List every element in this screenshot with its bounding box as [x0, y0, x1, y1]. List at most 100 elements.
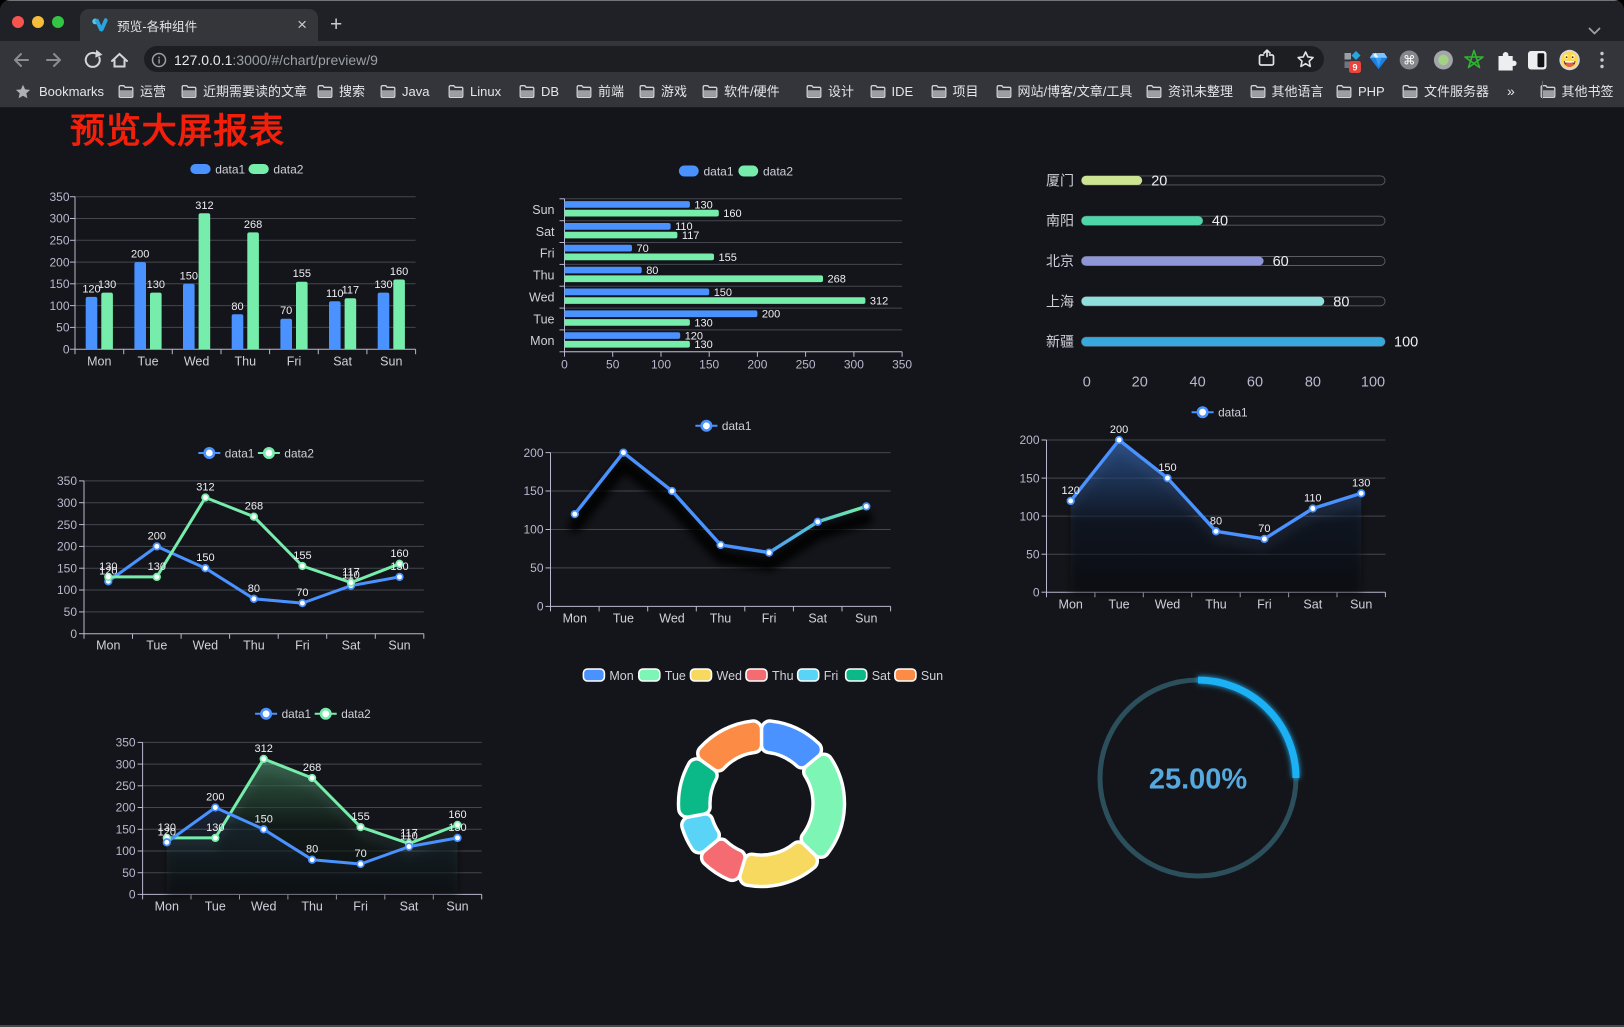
- svg-text:Sun: Sun: [380, 355, 402, 369]
- svg-text:60: 60: [1273, 254, 1289, 270]
- svg-text:130: 130: [390, 561, 408, 573]
- svg-text:200: 200: [523, 446, 543, 460]
- svg-text:150: 150: [255, 813, 273, 825]
- svg-text:150: 150: [523, 484, 543, 498]
- svg-text:155: 155: [293, 268, 311, 280]
- svg-text:200: 200: [1019, 433, 1039, 447]
- svg-text:200: 200: [148, 530, 166, 542]
- svg-text:268: 268: [244, 219, 262, 231]
- svg-text:155: 155: [719, 252, 737, 264]
- svg-text:0: 0: [129, 888, 136, 902]
- svg-text:130: 130: [158, 822, 176, 834]
- svg-text:50: 50: [122, 866, 136, 880]
- svg-text:127.0.0.1:3000/#/chart/preview: 127.0.0.1:3000/#/chart/preview/9: [174, 52, 378, 68]
- svg-text:Fri: Fri: [295, 639, 310, 653]
- svg-text:250: 250: [57, 518, 77, 532]
- svg-text:150: 150: [699, 358, 719, 372]
- svg-text:100: 100: [57, 583, 77, 597]
- svg-text:Sat: Sat: [342, 639, 361, 653]
- svg-text:50: 50: [1026, 547, 1040, 561]
- svg-text:250: 250: [796, 358, 816, 372]
- svg-text:150: 150: [196, 552, 214, 564]
- svg-text:25.00%: 25.00%: [1149, 764, 1248, 796]
- svg-text:Thu: Thu: [235, 355, 257, 369]
- svg-text:80: 80: [231, 301, 243, 313]
- svg-text:Tue: Tue: [137, 355, 158, 369]
- svg-text:北京: 北京: [1046, 253, 1074, 269]
- svg-text:50: 50: [530, 561, 544, 575]
- svg-text:130: 130: [99, 561, 117, 573]
- svg-text:⌘: ⌘: [1403, 54, 1416, 68]
- svg-text:Tue: Tue: [613, 612, 634, 626]
- svg-text:200: 200: [49, 255, 69, 269]
- svg-text:130: 130: [694, 339, 712, 351]
- svg-text:120: 120: [1062, 485, 1080, 497]
- svg-text:130: 130: [148, 561, 166, 573]
- svg-text:268: 268: [828, 274, 846, 286]
- svg-text:Fri: Fri: [353, 900, 368, 914]
- svg-text:150: 150: [180, 270, 198, 282]
- svg-text:312: 312: [195, 200, 213, 212]
- svg-text:Sat: Sat: [333, 355, 352, 369]
- svg-text:200: 200: [131, 249, 149, 261]
- svg-text:200: 200: [206, 792, 224, 804]
- svg-text:80: 80: [1305, 375, 1321, 391]
- svg-text:150: 150: [57, 561, 77, 575]
- svg-text:Fri: Fri: [287, 355, 302, 369]
- svg-text:data1: data1: [225, 446, 255, 460]
- svg-text:60: 60: [1247, 375, 1263, 391]
- svg-text:80: 80: [306, 844, 318, 856]
- svg-text:9: 9: [1352, 63, 1357, 73]
- svg-text:150: 150: [714, 287, 732, 299]
- svg-text:Sat: Sat: [808, 612, 827, 626]
- svg-text:Mon: Mon: [87, 355, 111, 369]
- svg-text:Wed: Wed: [193, 639, 219, 653]
- svg-text:100: 100: [49, 299, 69, 313]
- svg-text:117: 117: [400, 828, 418, 840]
- svg-text:155: 155: [351, 811, 369, 823]
- svg-text:100: 100: [523, 523, 543, 537]
- svg-text:100: 100: [1394, 335, 1418, 351]
- svg-text:312: 312: [196, 482, 214, 494]
- svg-text:Sun: Sun: [388, 639, 410, 653]
- svg-text:350: 350: [892, 358, 912, 372]
- svg-text:Fri: Fri: [762, 612, 777, 626]
- svg-text:80: 80: [1333, 294, 1349, 310]
- svg-text:130: 130: [448, 822, 466, 834]
- svg-text:data1: data1: [1218, 406, 1248, 420]
- svg-text:120: 120: [158, 826, 176, 838]
- svg-text:Sun: Sun: [921, 669, 943, 683]
- svg-text:268: 268: [245, 501, 263, 513]
- svg-text:Thu: Thu: [243, 639, 265, 653]
- svg-text:0: 0: [561, 358, 568, 372]
- svg-text:300: 300: [844, 358, 864, 372]
- svg-text:200: 200: [116, 801, 136, 815]
- svg-text:Wed: Wed: [529, 291, 555, 305]
- svg-text:70: 70: [1258, 523, 1270, 535]
- svg-text:70: 70: [354, 848, 366, 860]
- svg-text:Tue: Tue: [1109, 598, 1130, 612]
- svg-text:20: 20: [1151, 173, 1167, 189]
- svg-text:110: 110: [342, 570, 360, 582]
- svg-text:data2: data2: [273, 162, 303, 176]
- svg-text:Sun: Sun: [532, 203, 554, 217]
- svg-text:117: 117: [342, 567, 360, 579]
- svg-text:70: 70: [637, 243, 649, 255]
- svg-text:Tue: Tue: [205, 900, 226, 914]
- svg-text:南阳: 南阳: [1046, 213, 1074, 229]
- svg-text:130: 130: [374, 279, 392, 291]
- svg-text:200: 200: [1110, 424, 1128, 436]
- svg-text:Thu: Thu: [1205, 598, 1227, 612]
- svg-text:160: 160: [390, 266, 408, 278]
- svg-text:110: 110: [675, 221, 693, 233]
- svg-text:Fri: Fri: [824, 669, 839, 683]
- svg-text:Sat: Sat: [1303, 598, 1322, 612]
- svg-text:250: 250: [49, 234, 69, 248]
- svg-text:Sun: Sun: [1350, 598, 1372, 612]
- svg-text:130: 130: [98, 279, 116, 291]
- svg-text:Sat: Sat: [872, 669, 891, 683]
- svg-text:160: 160: [390, 548, 408, 560]
- svg-text:300: 300: [116, 757, 136, 771]
- svg-text:130: 130: [1352, 477, 1370, 489]
- svg-text:100: 100: [651, 358, 671, 372]
